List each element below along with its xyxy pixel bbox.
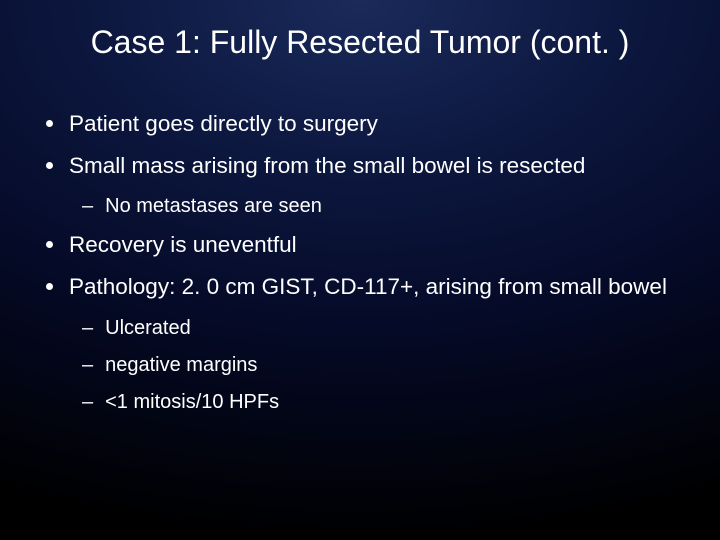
bullet-group: Pathology: 2. 0 cm GIST, CD-117+, arisin…: [46, 273, 680, 414]
bullet-text: No metastases are seen: [105, 194, 322, 219]
bullet-text: Small mass arising from the small bowel …: [69, 152, 585, 180]
bullet-dot-icon: [46, 120, 53, 127]
slide: Case 1: Fully Resected Tumor (cont. ) Pa…: [0, 0, 720, 540]
bullet-dash-icon: –: [82, 316, 93, 341]
bullet-dot-icon: [46, 162, 53, 169]
bullet-text: negative margins: [105, 353, 257, 378]
bullet-text: <1 mitosis/10 HPFs: [105, 390, 279, 415]
bullet-level1: Small mass arising from the small bowel …: [46, 152, 680, 180]
bullet-dash-icon: –: [82, 194, 93, 219]
bullet-text: Pathology: 2. 0 cm GIST, CD-117+, arisin…: [69, 273, 667, 301]
bullet-text: Patient goes directly to surgery: [69, 110, 378, 138]
bullet-level1: Patient goes directly to surgery: [46, 110, 680, 138]
bullet-level2: – <1 mitosis/10 HPFs: [82, 390, 680, 415]
bullet-dot-icon: [46, 241, 53, 248]
bullet-text: Recovery is uneventful: [69, 231, 297, 259]
bullet-text: Ulcerated: [105, 316, 191, 341]
bullet-level2: – negative margins: [82, 353, 680, 378]
bullet-dash-icon: –: [82, 353, 93, 378]
bullet-level2: – Ulcerated: [82, 316, 680, 341]
slide-body: Patient goes directly to surgery Small m…: [46, 110, 680, 427]
bullet-group: Small mass arising from the small bowel …: [46, 152, 680, 219]
slide-title: Case 1: Fully Resected Tumor (cont. ): [0, 24, 720, 61]
bullet-level1: Recovery is uneventful: [46, 231, 680, 259]
bullet-level1: Pathology: 2. 0 cm GIST, CD-117+, arisin…: [46, 273, 680, 301]
bullet-dot-icon: [46, 283, 53, 290]
bullet-dash-icon: –: [82, 390, 93, 415]
bullet-level2: – No metastases are seen: [82, 194, 680, 219]
